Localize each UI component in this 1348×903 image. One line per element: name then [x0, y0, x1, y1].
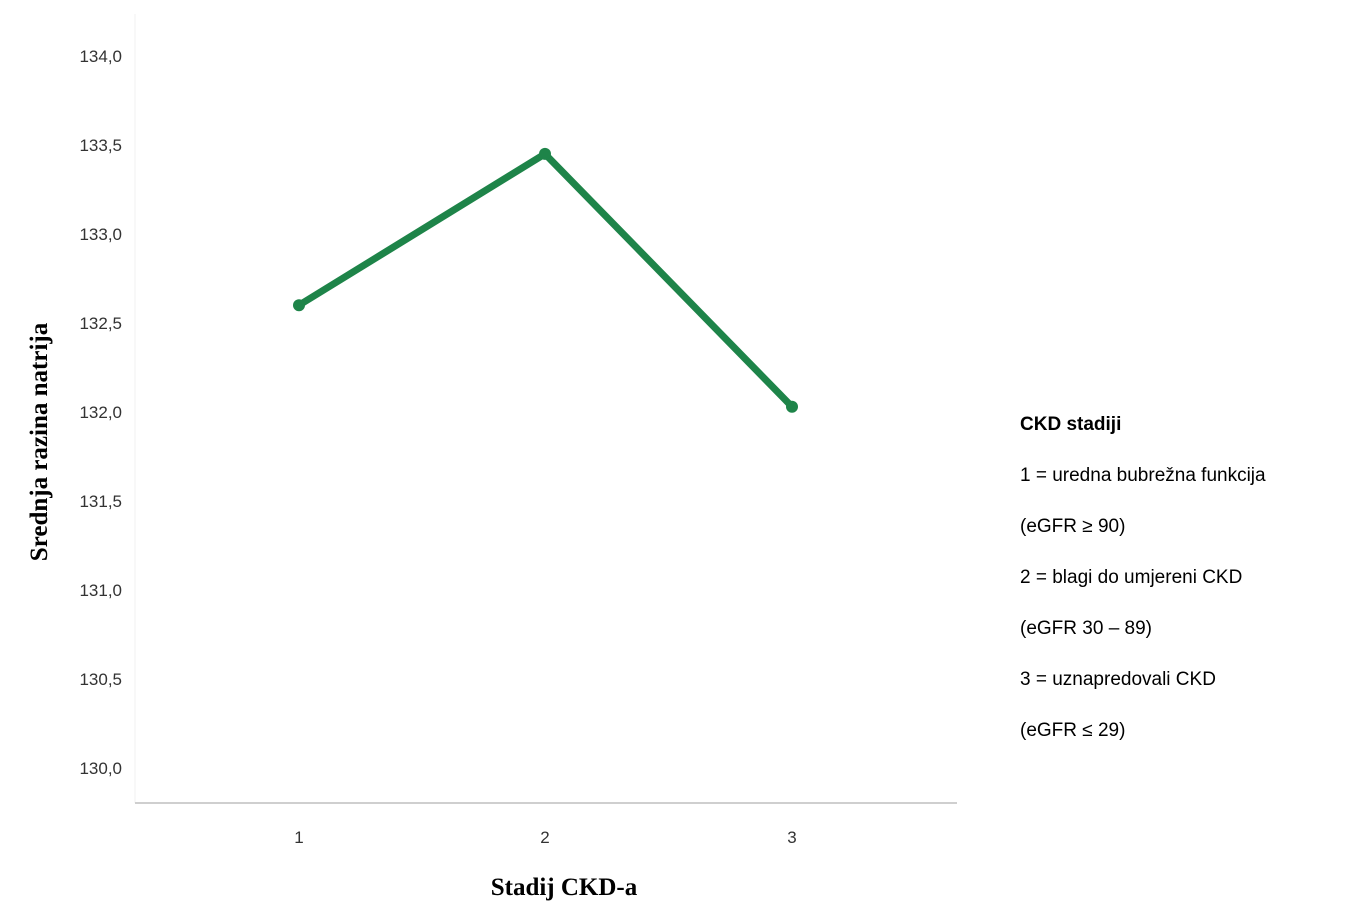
y-tick-label: 132,5 — [79, 314, 122, 333]
legend: CKD stadiji 1 = uredna bubrežna funkcija… — [1020, 408, 1340, 765]
legend-title: CKD stadiji — [1020, 414, 1122, 435]
legend-line: (eGFR ≤ 29) — [1020, 720, 1126, 741]
data-series — [293, 147, 798, 413]
y-tick-label: 130,5 — [79, 670, 122, 689]
y-tick-label: 131,0 — [79, 581, 122, 600]
y-tick-label: 134,0 — [79, 47, 122, 66]
series-line — [295, 150, 796, 411]
y-tick-label: 133,0 — [79, 225, 122, 244]
legend-line: (eGFR 30 – 89) — [1020, 618, 1152, 639]
legend-line: 3 = uznapredovali CKD — [1020, 669, 1216, 690]
y-tick-label: 133,5 — [79, 136, 122, 155]
data-point — [293, 299, 305, 312]
legend-line: 1 = uredna bubrežna funkcija — [1020, 465, 1266, 486]
y-tick-label: 131,5 — [79, 492, 122, 511]
x-tick-label: 2 — [540, 828, 549, 847]
data-point — [539, 147, 551, 160]
y-axis-title: Srednja razina natrija — [26, 322, 53, 561]
legend-line: 2 = blagi do umjereni CKD — [1020, 567, 1243, 588]
x-tick-label: 3 — [787, 828, 796, 847]
y-tick-label: 130,0 — [79, 759, 122, 778]
y-tick-label: 132,0 — [79, 403, 122, 422]
x-axis-title: Stadij CKD-a — [491, 874, 638, 901]
y-tick-labels: 130,0 130,5 131,0 131,5 132,0 132,5 133,0 133,5… — [79, 47, 122, 778]
data-point — [786, 400, 798, 413]
x-tick-labels: 1 2 3 — [294, 828, 796, 847]
x-tick-label: 1 — [294, 828, 303, 847]
axes — [134, 14, 957, 804]
legend-line: (eGFR ≥ 90) — [1020, 516, 1126, 537]
